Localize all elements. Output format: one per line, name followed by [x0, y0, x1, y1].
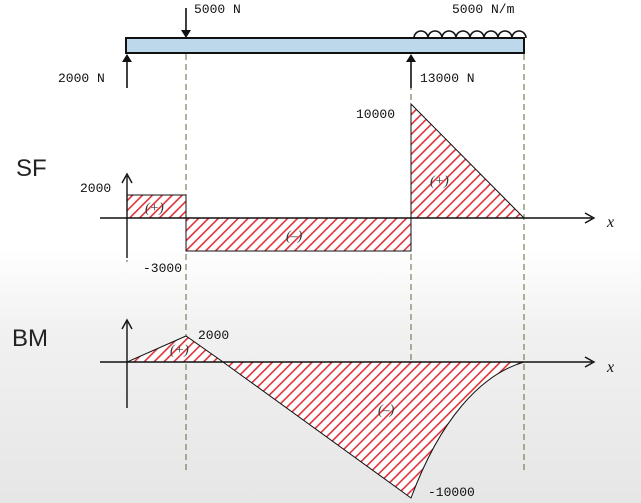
bm-y-arrowhead	[121, 318, 133, 330]
bm-min-label: -10000	[428, 485, 475, 500]
bm-sign-mid: (–)	[378, 403, 395, 418]
bm-x-arrowhead	[584, 356, 596, 368]
distributed-load-coils	[413, 30, 527, 39]
sf-negative-label: -3000	[143, 261, 182, 276]
bm-sign-left: (+)	[170, 343, 189, 358]
distributed-load-label: 5000 N/m	[452, 2, 515, 17]
beam-diagram: 5000 N 5000 N/m 2000 N 13000 N	[58, 2, 527, 88]
left-reaction-arrowhead	[122, 54, 132, 62]
sf-sign-left: (+)	[145, 201, 164, 216]
bm-diagram: BM 2000 -10000 (+) (–) x	[12, 318, 614, 500]
sf-y-arrowhead	[121, 172, 133, 184]
sf-sign-right: (+)	[430, 174, 449, 189]
sf-diagram: SF 10000 2000 -3000 (+) (–) (+) x	[16, 102, 614, 276]
sf-peak-label: 10000	[356, 107, 395, 122]
bm-section-label: BM	[12, 325, 48, 352]
right-reaction-arrowhead	[406, 54, 416, 62]
bm-peak-label: 2000	[198, 328, 229, 343]
bm-axis-label: x	[606, 359, 614, 376]
beam	[125, 37, 525, 54]
sf-region-positive-right	[410, 102, 526, 219]
point-load-label: 5000 N	[194, 2, 241, 17]
sf-axis-label: x	[606, 214, 614, 231]
right-reaction-label: 13000 N	[420, 71, 475, 86]
sf-left-label: 2000	[80, 181, 111, 196]
sf-section-label: SF	[16, 155, 47, 182]
bm-region-negative	[221, 361, 525, 499]
sf-x-arrowhead	[584, 212, 596, 224]
sf-sign-mid: (–)	[286, 229, 303, 244]
point-load-arrowhead	[181, 30, 191, 38]
left-reaction-label: 2000 N	[58, 71, 105, 86]
